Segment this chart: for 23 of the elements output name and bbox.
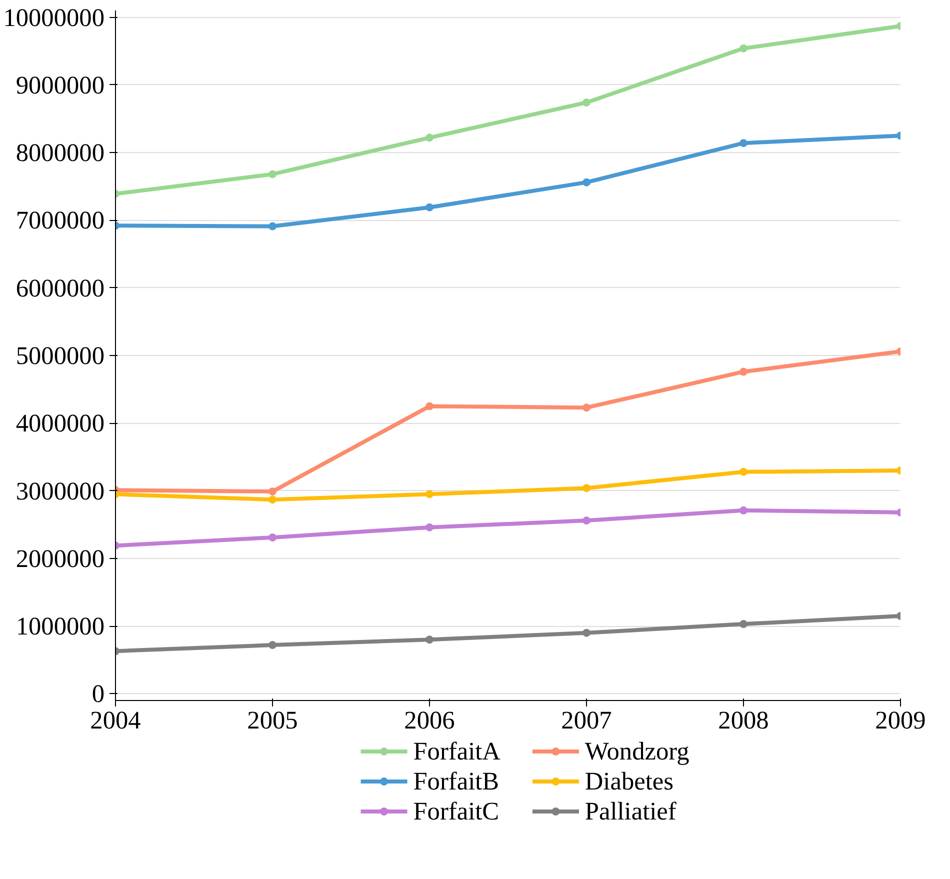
legend-label: ForfaitA	[413, 738, 502, 766]
x-tick-label: 2009	[875, 706, 926, 734]
y-tick-label: 6000000	[16, 274, 105, 302]
legend-label: Palliatief	[584, 798, 677, 826]
y-tick-label: 7000000	[16, 206, 105, 235]
legend-label: Diabetes	[584, 768, 674, 796]
y-tick-label: 5000000	[16, 342, 105, 370]
y-tick-label: 0	[92, 680, 105, 708]
y-tick-label: 3000000	[16, 477, 105, 506]
x-tick-label: 2007	[561, 706, 612, 734]
legend-label: ForfaitC	[413, 798, 500, 826]
y-tick-label: 8000000	[16, 139, 105, 168]
y-tick-label: 9000000	[16, 71, 105, 100]
x-tick-label: 2006	[404, 706, 455, 734]
y-tick-label: 4000000	[16, 410, 105, 438]
y-tick-label: 2000000	[16, 544, 105, 573]
legend-label: Wondzorg	[584, 738, 690, 766]
x-tick-label: 2004	[90, 706, 142, 734]
x-tick-label: 2005	[247, 706, 298, 734]
y-tick-label: 10000000	[3, 4, 104, 32]
x-tick-label: 2008	[718, 706, 769, 734]
y-tick-label: 1000000	[16, 612, 105, 641]
legend-label: ForfaitB	[413, 768, 500, 796]
